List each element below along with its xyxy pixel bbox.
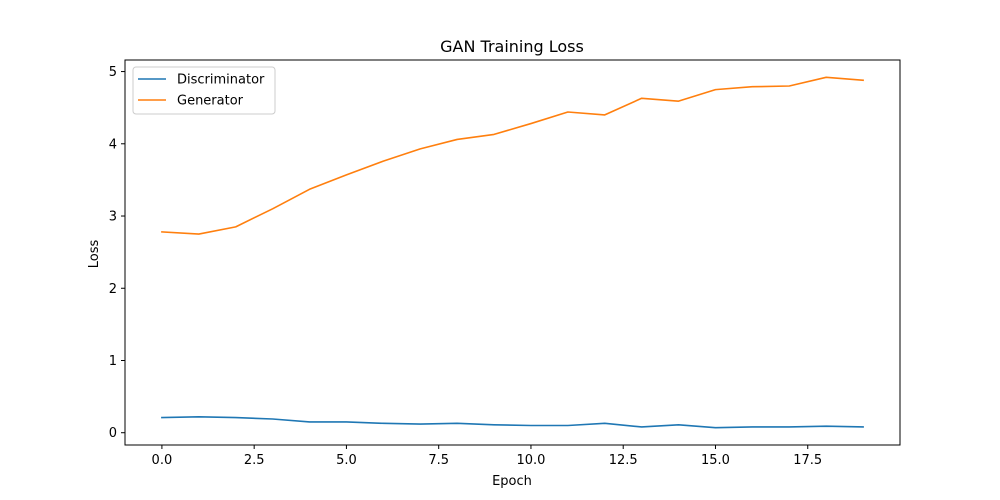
x-tick-label: 7.5 <box>428 453 449 468</box>
legend-box <box>132 66 276 115</box>
series-line-generator <box>161 76 864 235</box>
y-tick-label: 2 <box>109 282 117 297</box>
axes-frame <box>124 59 901 446</box>
x-tick-label: 15.0 <box>701 453 730 468</box>
x-tick-label: 0.0 <box>152 453 173 468</box>
legend-label-generator: Generator <box>177 94 244 109</box>
x-tick-label: 17.5 <box>793 453 822 468</box>
y-tick-label: 4 <box>109 137 117 152</box>
x-axis-label: Epoch <box>492 474 532 489</box>
y-tick-label: 0 <box>109 426 117 441</box>
y-axis-label: Loss <box>87 240 102 269</box>
y-tick-label: 1 <box>109 354 117 369</box>
x-tick-label: 5.0 <box>336 453 357 468</box>
chart-title: GAN Training Loss <box>440 37 584 56</box>
x-tick-label: 12.5 <box>609 453 638 468</box>
x-tick-label: 2.5 <box>244 453 265 468</box>
plot-area: 0.0 2.5 5.0 7.5 10.0 12.5 15.0 17.5 0 1 2 3 4 5 Discri… <box>109 59 901 468</box>
legend-label-discriminator: Discriminator <box>177 73 265 88</box>
y-tick-label: 5 <box>109 65 117 80</box>
y-tick-label: 3 <box>109 210 117 225</box>
series-line-discriminator <box>161 416 864 429</box>
x-tick-label: 10.0 <box>516 453 545 468</box>
legend: Discriminator Generator <box>132 66 276 115</box>
